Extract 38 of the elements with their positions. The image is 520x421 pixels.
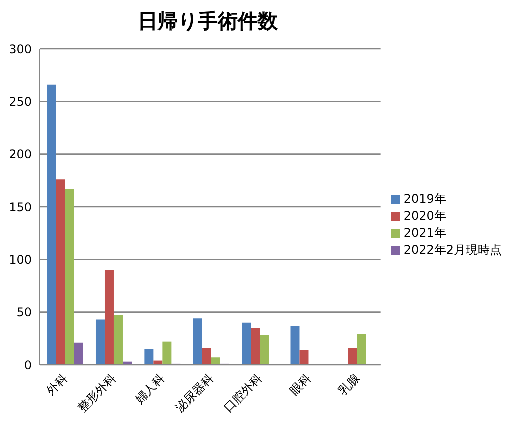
x-tick-label: 外科 bbox=[44, 371, 70, 398]
bar bbox=[242, 322, 252, 365]
bar bbox=[144, 349, 154, 365]
bar bbox=[290, 326, 300, 365]
y-tick-label: 100 bbox=[9, 252, 32, 267]
x-tick-label: 口腔外科 bbox=[221, 371, 266, 416]
bar bbox=[65, 189, 74, 365]
x-tick-label: 泌尿器科 bbox=[172, 371, 217, 416]
legend-label: 2022年2月現時点 bbox=[404, 243, 502, 257]
bar bbox=[348, 348, 358, 365]
bar bbox=[47, 84, 56, 365]
bar bbox=[193, 318, 202, 365]
bar bbox=[56, 180, 66, 365]
x-tick-label: 婦人科 bbox=[132, 371, 168, 407]
bar bbox=[251, 328, 260, 365]
bar bbox=[202, 348, 212, 365]
bar bbox=[260, 336, 270, 365]
bar bbox=[104, 270, 114, 365]
bar bbox=[300, 350, 309, 365]
x-tick-label: 乳腺 bbox=[336, 371, 363, 398]
y-tick-label: 300 bbox=[9, 42, 32, 56]
legend-label: 2021年 bbox=[404, 226, 446, 240]
bar bbox=[74, 342, 84, 365]
bar bbox=[211, 358, 220, 365]
chart-title: 日帰り手術件数 bbox=[137, 8, 279, 35]
x-tick-label: 整形外科 bbox=[75, 371, 120, 416]
y-tick-label: 250 bbox=[9, 94, 32, 109]
y-tick-label: 150 bbox=[9, 200, 32, 214]
y-tick-label: 200 bbox=[9, 148, 32, 162]
y-tick-label: 0 bbox=[24, 358, 32, 372]
y-tick-label: 50 bbox=[16, 306, 32, 320]
bar bbox=[114, 315, 123, 365]
bar bbox=[96, 320, 105, 365]
bar bbox=[162, 342, 172, 365]
x-tick-label: 眼科 bbox=[287, 371, 314, 398]
bar bbox=[357, 334, 366, 365]
legend-label: 2019年 bbox=[404, 192, 446, 206]
legend-label: 2020年 bbox=[404, 209, 446, 223]
